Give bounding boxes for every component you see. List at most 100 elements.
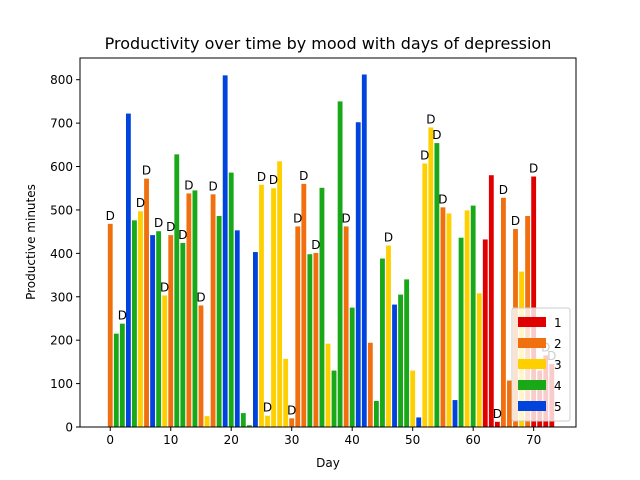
bar-day-56 xyxy=(446,213,452,427)
chart-title: Productivity over time by mood with days… xyxy=(105,34,552,53)
bar-day-10 xyxy=(168,235,174,427)
bar-day-27 xyxy=(271,188,276,427)
depression-label-day-70: D xyxy=(529,162,538,176)
bar-day-39 xyxy=(343,226,349,427)
bar-day-13 xyxy=(186,193,192,427)
depression-label-day-13: D xyxy=(184,178,193,192)
bar-day-5 xyxy=(138,211,143,427)
bar-day-38 xyxy=(337,101,343,427)
legend-swatch-2 xyxy=(518,338,546,348)
bar-day-62 xyxy=(482,239,488,427)
bar-day-1 xyxy=(113,333,119,427)
depression-label-day-39: D xyxy=(342,211,351,225)
x-tick-label-50: 50 xyxy=(405,433,420,447)
bar-day-19 xyxy=(222,75,228,428)
depression-label-day-32: D xyxy=(299,169,308,183)
depression-label-day-12: D xyxy=(178,228,187,242)
bar-day-32 xyxy=(301,183,307,427)
bar-day-65 xyxy=(501,197,506,427)
bar-day-29 xyxy=(283,358,289,427)
bar-day-30 xyxy=(289,418,295,427)
depression-label-day-8: D xyxy=(154,216,163,230)
x-axis-label: Day xyxy=(316,456,340,470)
bar-day-23 xyxy=(246,425,252,427)
y-axis-label: Productive minutes xyxy=(24,184,38,300)
bar-day-17 xyxy=(210,194,216,427)
depression-label-day-34: D xyxy=(311,238,320,252)
bar-day-40 xyxy=(349,307,355,427)
bar-day-54 xyxy=(434,143,440,427)
y-tick-label-700: 700 xyxy=(50,117,73,131)
bar-day-15 xyxy=(198,305,204,427)
bar-day-16 xyxy=(204,416,210,427)
x-tick-label-30: 30 xyxy=(284,433,299,447)
bar-day-21 xyxy=(234,230,240,427)
bar-day-50 xyxy=(410,370,416,427)
depression-label-day-27: D xyxy=(269,173,278,187)
bar-day-48 xyxy=(398,294,404,427)
depression-label-day-64: D xyxy=(493,407,502,421)
bar-day-45 xyxy=(380,258,385,427)
y-tick-label-100: 100 xyxy=(50,377,73,391)
depression-label-day-17: D xyxy=(208,179,217,193)
depression-label-day-52: D xyxy=(420,148,429,162)
legend: 1 2 3 4 5 xyxy=(511,307,571,422)
bar-day-55 xyxy=(440,207,446,427)
bar-day-4 xyxy=(132,220,137,427)
depression-label-day-67: D xyxy=(511,214,520,228)
legend-label-2: 2 xyxy=(554,337,562,351)
bar-day-35 xyxy=(319,187,325,427)
bar-day-3 xyxy=(125,113,131,427)
depression-label-day-30: D xyxy=(287,403,296,417)
bar-day-51 xyxy=(416,417,422,427)
bar-day-43 xyxy=(367,342,373,427)
bar-day-49 xyxy=(404,279,410,427)
bar-day-12 xyxy=(180,242,186,427)
y-tick-label-400: 400 xyxy=(50,247,73,261)
bar-day-7 xyxy=(150,235,156,427)
bar-day-42 xyxy=(361,74,367,427)
depression-label-day-15: D xyxy=(196,290,205,304)
bar-day-57 xyxy=(452,400,458,427)
plot-frame xyxy=(79,57,577,428)
bar-day-47 xyxy=(392,304,397,427)
bar-day-70 xyxy=(531,176,537,427)
y-tick-label-0: 0 xyxy=(65,421,73,435)
bar-day-14 xyxy=(192,190,198,427)
bar-day-2 xyxy=(119,323,125,427)
bar-day-58 xyxy=(458,237,464,427)
bar-day-44 xyxy=(373,400,379,427)
bar-day-18 xyxy=(216,216,222,427)
bar-day-63 xyxy=(488,175,494,427)
bar-day-52 xyxy=(422,163,428,428)
depression-label-day-6: D xyxy=(142,164,151,178)
y-tick-label-200: 200 xyxy=(50,334,73,348)
depression-labels-group: DDDDDDDDDDDDDDDDDDDDDDDDDDDDDD xyxy=(106,112,557,420)
depression-label-day-5: D xyxy=(136,196,145,210)
depression-label-day-31: D xyxy=(293,211,302,225)
bar-day-6 xyxy=(144,178,149,427)
depression-label-day-65: D xyxy=(499,183,508,197)
bar-day-0 xyxy=(107,223,113,427)
bar-day-37 xyxy=(331,370,337,427)
legend-label-3: 3 xyxy=(554,358,562,372)
bar-day-33 xyxy=(307,254,313,427)
depression-label-day-53: D xyxy=(426,112,435,126)
bar-day-26 xyxy=(265,415,270,427)
y-tick-label-500: 500 xyxy=(50,203,73,217)
legend-swatch-3 xyxy=(518,359,546,369)
x-tick-label-10: 10 xyxy=(163,433,178,447)
depression-label-day-10: D xyxy=(166,220,175,234)
x-tick-label-20: 20 xyxy=(224,433,239,447)
bar-day-60 xyxy=(470,205,476,427)
legend-label-4: 4 xyxy=(554,379,562,393)
bar-day-24 xyxy=(253,252,258,427)
x-axis-ticks: 0 10 20 30 40 50 60 70 xyxy=(106,427,541,447)
depression-label-day-46: D xyxy=(384,231,393,245)
x-tick-label-60: 60 xyxy=(466,433,481,447)
legend-swatch-5 xyxy=(518,401,546,411)
bar-day-8 xyxy=(156,231,162,427)
bar-day-31 xyxy=(295,226,301,427)
bar-day-41 xyxy=(355,122,361,427)
